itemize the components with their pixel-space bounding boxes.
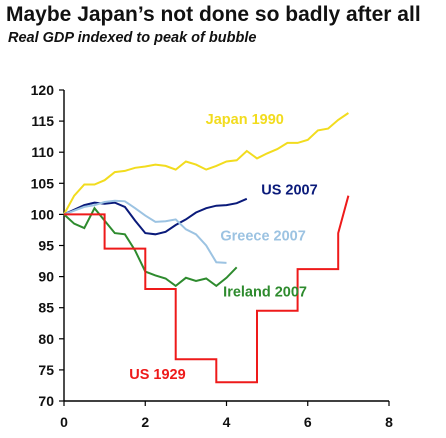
chart-title: Maybe Japan’s not done so badly after al… xyxy=(6,3,421,26)
series-line-ireland-2007 xyxy=(63,206,238,288)
y-tick-label: 85 xyxy=(38,300,54,316)
series-line-greece-2007 xyxy=(63,199,227,264)
y-tick-label: 100 xyxy=(31,206,55,222)
y-tick-label: 70 xyxy=(38,393,54,409)
y-tick-label: 80 xyxy=(38,331,54,347)
x-tick-label: 0 xyxy=(60,414,68,430)
y-tick-label: 110 xyxy=(31,144,54,160)
series-line-us-2007 xyxy=(63,197,248,236)
series-label-greece-2007: Greece 2007 xyxy=(220,229,305,245)
y-tick-label: 105 xyxy=(31,175,55,191)
series-label-ireland-2007: Ireland 2007 xyxy=(223,285,307,301)
y-tick-label: 90 xyxy=(38,269,54,285)
series-label-us-1929: US 1929 xyxy=(129,367,185,383)
y-tick-label: 120 xyxy=(31,82,55,98)
y-tick-label: 75 xyxy=(38,362,54,378)
series-label-us-2007: US 2007 xyxy=(261,182,317,198)
series-line-japan-1990 xyxy=(63,112,349,215)
y-tick-label: 115 xyxy=(31,113,54,129)
x-tick-label: 6 xyxy=(304,414,312,430)
series-label-japan-1990: Japan 1990 xyxy=(206,112,284,128)
y-tick-label: 95 xyxy=(38,238,54,254)
x-tick-label: 4 xyxy=(223,414,231,430)
x-tick-label: 8 xyxy=(385,414,393,430)
x-tick-label: 2 xyxy=(141,414,149,430)
chart-subtitle: Real GDP indexed to peak of bubble xyxy=(8,30,257,46)
series-line-us-1929 xyxy=(64,195,350,384)
